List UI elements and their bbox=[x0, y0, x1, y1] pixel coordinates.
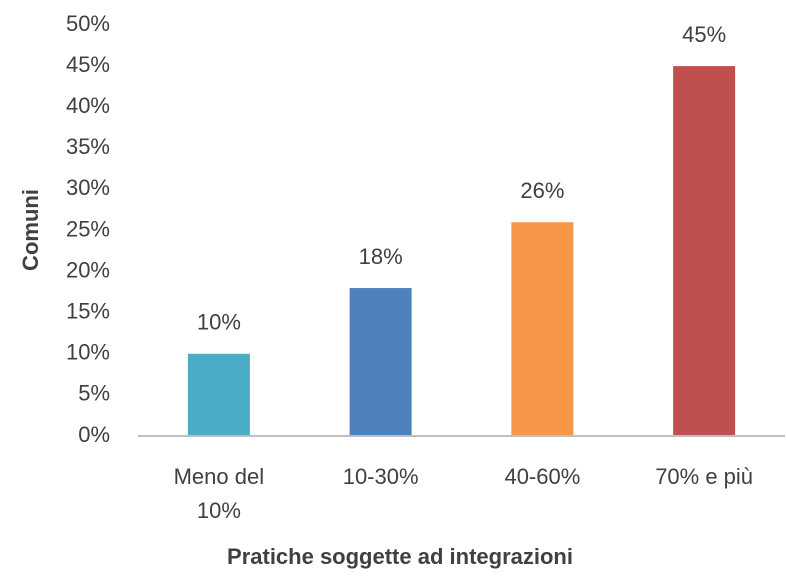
x-tick-label: 10-30% bbox=[342, 464, 419, 489]
x-tick-label: 40-60% bbox=[504, 464, 581, 489]
y-axis-label: Comuni bbox=[18, 189, 43, 271]
y-tick-label: 20% bbox=[66, 257, 110, 282]
data-label: 26% bbox=[520, 178, 564, 203]
x-axis-label: Pratiche soggette ad integrazioni bbox=[227, 544, 573, 569]
bar bbox=[673, 66, 736, 436]
y-tick-label: 50% bbox=[66, 11, 110, 36]
bar bbox=[511, 222, 574, 436]
data-label: 18% bbox=[359, 244, 403, 269]
y-tick-label: 25% bbox=[66, 216, 110, 241]
data-label: 10% bbox=[197, 310, 241, 335]
y-tick-label: 30% bbox=[66, 175, 110, 200]
y-tick-label: 0% bbox=[78, 422, 110, 447]
bar bbox=[349, 288, 412, 436]
y-tick-label: 35% bbox=[66, 134, 110, 159]
x-tick-label: Meno del 10% bbox=[173, 464, 265, 523]
x-tick-label: 70% e più bbox=[655, 464, 754, 489]
y-tick-label: 5% bbox=[78, 381, 110, 406]
data-label: 45% bbox=[682, 22, 726, 47]
y-tick-label: 45% bbox=[66, 52, 110, 77]
y-tick-label: 15% bbox=[66, 299, 110, 324]
bar bbox=[187, 353, 250, 436]
y-tick-label: 40% bbox=[66, 93, 110, 118]
y-tick-label: 10% bbox=[66, 340, 110, 365]
